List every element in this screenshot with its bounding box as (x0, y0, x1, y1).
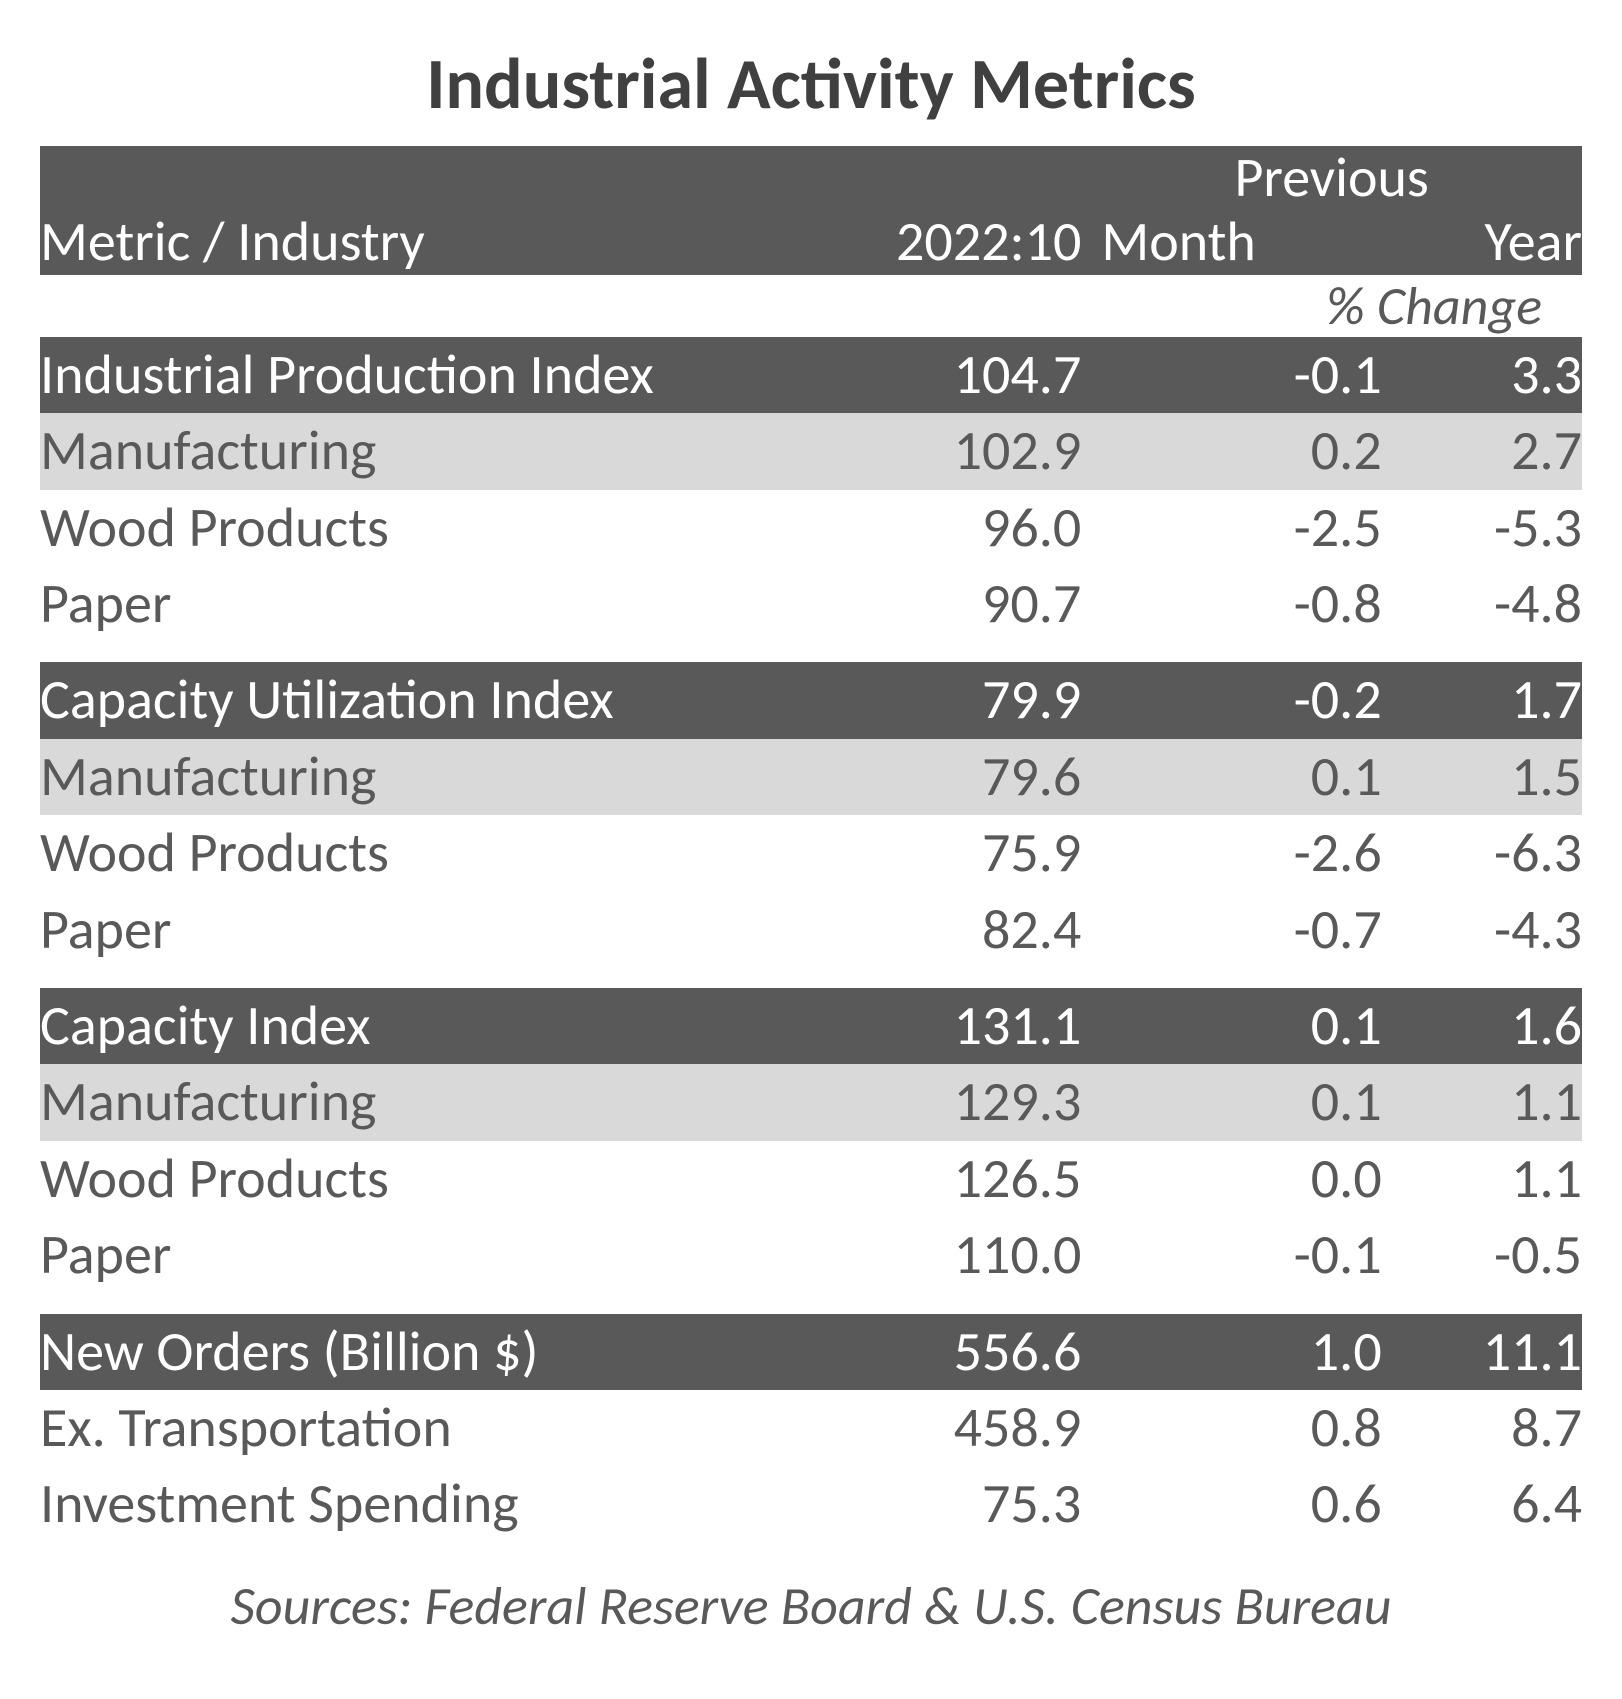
row-label: Manufacturing (40, 739, 781, 815)
row-label: Manufacturing (40, 1064, 781, 1140)
row-month: -0.1 (1081, 337, 1381, 413)
table-row (40, 642, 1582, 662)
header-month-col: Month (1081, 210, 1381, 274)
table-row: Wood Products126.50.01.1 (40, 1141, 1582, 1217)
row-value: 129.3 (781, 1064, 1081, 1140)
row-month: 0.0 (1081, 1141, 1381, 1217)
row-year: 2.7 (1382, 413, 1582, 489)
row-value: 556.6 (781, 1314, 1081, 1390)
row-value: 75.9 (781, 815, 1081, 891)
row-label: Ex. Transportation (40, 1390, 781, 1466)
row-label: Investment Spending (40, 1466, 781, 1542)
table-row: Wood Products96.0-2.5-5.3 (40, 490, 1582, 566)
row-value: 90.7 (781, 566, 1081, 642)
row-year: 1.7 (1382, 662, 1582, 738)
row-month: 0.2 (1081, 413, 1381, 489)
table-row: Paper90.7-0.8-4.8 (40, 566, 1582, 642)
header-previous: Previous (1081, 146, 1582, 210)
row-value: 458.9 (781, 1390, 1081, 1466)
row-year: 1.5 (1382, 739, 1582, 815)
row-value: 75.3 (781, 1466, 1081, 1542)
table-row: Industrial Production Index104.7-0.13.3 (40, 337, 1582, 413)
header-year-col: Year (1382, 210, 1582, 274)
row-year: 1.1 (1382, 1141, 1582, 1217)
row-value: 82.4 (781, 892, 1081, 968)
table-row: Manufacturing102.90.22.7 (40, 413, 1582, 489)
row-value: 79.6 (781, 739, 1081, 815)
row-label: Paper (40, 566, 781, 642)
row-value: 131.1 (781, 988, 1081, 1064)
row-year: 11.1 (1382, 1314, 1582, 1390)
row-value: 126.5 (781, 1141, 1081, 1217)
table-row (40, 1294, 1582, 1314)
metrics-page: Industrial Activity Metrics Previous Met… (0, 0, 1622, 1699)
row-value: 79.9 (781, 662, 1081, 738)
pct-change-row: % Change (40, 275, 1582, 337)
row-label: Industrial Production Index (40, 337, 781, 413)
row-label: Paper (40, 892, 781, 968)
row-label: Wood Products (40, 815, 781, 891)
row-value: 104.7 (781, 337, 1081, 413)
table-row (40, 968, 1582, 988)
row-value: 110.0 (781, 1217, 1081, 1293)
row-month: -2.6 (1081, 815, 1381, 891)
row-month: 0.8 (1081, 1390, 1381, 1466)
row-label: Manufacturing (40, 413, 781, 489)
row-year: 3.3 (1382, 337, 1582, 413)
row-label: Wood Products (40, 490, 781, 566)
row-label: Capacity Utilization Index (40, 662, 781, 738)
row-value: 96.0 (781, 490, 1081, 566)
table-row: Ex. Transportation458.90.88.7 (40, 1390, 1582, 1466)
table-row: Paper110.0-0.1-0.5 (40, 1217, 1582, 1293)
row-label: Capacity Index (40, 988, 781, 1064)
row-value: 102.9 (781, 413, 1081, 489)
sources-note: Sources: Federal Reserve Board & U.S. Ce… (40, 1573, 1582, 1639)
row-year: 6.4 (1382, 1466, 1582, 1542)
row-year: 8.7 (1382, 1390, 1582, 1466)
row-month: 0.1 (1081, 739, 1381, 815)
row-month: 1.0 (1081, 1314, 1381, 1390)
table-header-row-1: Previous (40, 146, 1582, 210)
row-label: Wood Products (40, 1141, 781, 1217)
table-row: Manufacturing129.30.11.1 (40, 1064, 1582, 1140)
row-month: 0.1 (1081, 1064, 1381, 1140)
page-title: Industrial Activity Metrics (40, 40, 1582, 128)
table-row: New Orders (Billion $)556.61.011.1 (40, 1314, 1582, 1390)
table-row: Manufacturing79.60.11.5 (40, 739, 1582, 815)
row-month: -0.1 (1081, 1217, 1381, 1293)
row-year: 1.1 (1382, 1064, 1582, 1140)
row-label: Paper (40, 1217, 781, 1293)
row-year: 1.6 (1382, 988, 1582, 1064)
metrics-table: Previous Metric / Industry 2022:10 Month… (40, 146, 1582, 1543)
row-month: -2.5 (1081, 490, 1381, 566)
table-row: Wood Products75.9-2.6-6.3 (40, 815, 1582, 891)
header-metric-col: Metric / Industry (40, 210, 781, 274)
table-header-row-2: Metric / Industry 2022:10 Month Year (40, 210, 1582, 274)
row-month: -0.7 (1081, 892, 1381, 968)
table-row: Capacity Utilization Index79.9-0.21.7 (40, 662, 1582, 738)
row-year: -4.8 (1382, 566, 1582, 642)
pct-change-label: % Change (1081, 275, 1582, 337)
row-year: -6.3 (1382, 815, 1582, 891)
table-row: Investment Spending75.30.66.4 (40, 1466, 1582, 1542)
row-year: -4.3 (1382, 892, 1582, 968)
row-year: -0.5 (1382, 1217, 1582, 1293)
table-row: Capacity Index131.10.11.6 (40, 988, 1582, 1064)
header-value-col: 2022:10 (781, 210, 1081, 274)
row-label: New Orders (Billion $) (40, 1314, 781, 1390)
row-month: -0.2 (1081, 662, 1381, 738)
table-row: Paper82.4-0.7-4.3 (40, 892, 1582, 968)
row-year: -5.3 (1382, 490, 1582, 566)
row-month: 0.1 (1081, 988, 1381, 1064)
row-month: 0.6 (1081, 1466, 1381, 1542)
row-month: -0.8 (1081, 566, 1381, 642)
